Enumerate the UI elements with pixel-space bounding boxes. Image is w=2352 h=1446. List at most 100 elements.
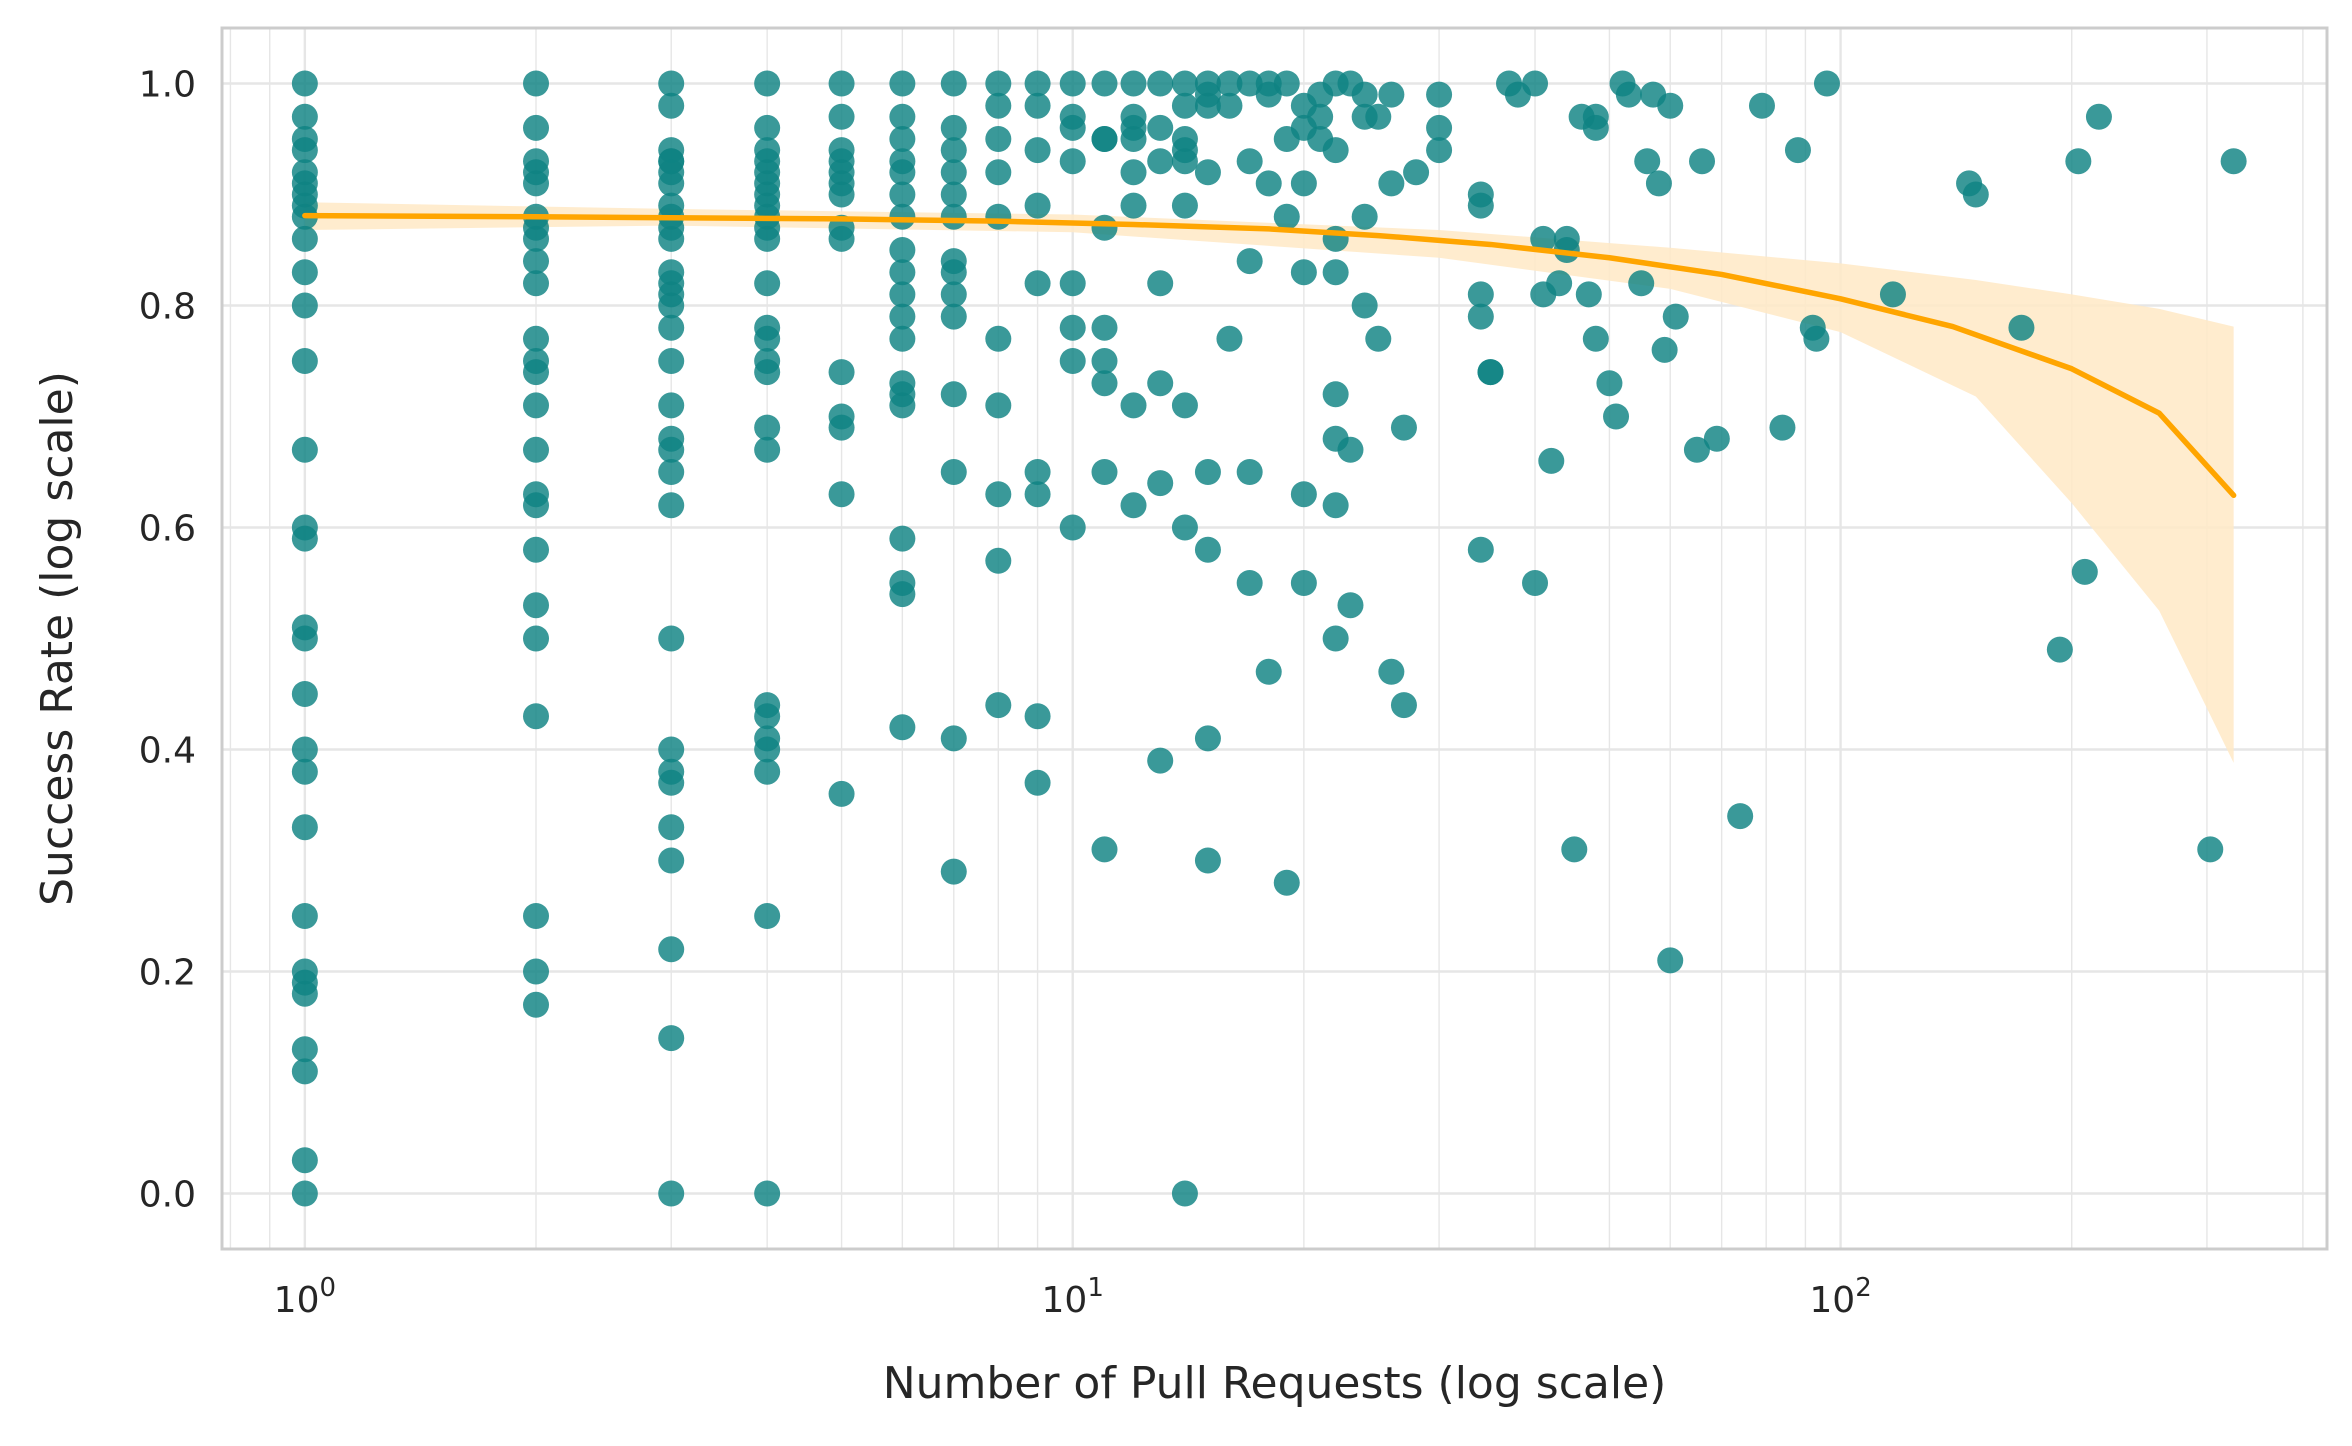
y-tick-label: 0.0 xyxy=(139,1175,196,1216)
data-point xyxy=(1290,259,1317,286)
data-point xyxy=(940,725,967,752)
data-point xyxy=(1147,747,1174,774)
data-point xyxy=(1582,325,1609,352)
data-point xyxy=(754,758,781,785)
data-point xyxy=(523,248,550,275)
data-point xyxy=(1091,348,1118,374)
y-tick-label: 0.8 xyxy=(139,287,196,328)
data-point xyxy=(985,547,1012,574)
data-point xyxy=(1769,414,1796,441)
data-point xyxy=(1171,392,1198,419)
data-point xyxy=(523,958,550,985)
data-point xyxy=(523,492,550,519)
data-point xyxy=(754,359,781,386)
data-point xyxy=(940,159,967,186)
data-point xyxy=(1236,570,1263,596)
data-point xyxy=(985,159,1012,186)
data-point xyxy=(2065,148,2092,175)
data-point xyxy=(940,70,967,97)
data-point xyxy=(1530,225,1557,252)
data-point xyxy=(940,303,967,330)
data-point xyxy=(523,436,550,463)
data-point xyxy=(1322,137,1349,164)
data-point xyxy=(1467,303,1494,330)
data-point xyxy=(1703,425,1730,452)
data-point xyxy=(1403,159,1430,186)
data-point xyxy=(940,114,967,141)
x-tick-label: 100 xyxy=(274,1273,336,1321)
data-point xyxy=(1634,148,1661,175)
data-point xyxy=(1337,436,1364,463)
data-point xyxy=(1024,459,1051,485)
data-point xyxy=(889,392,916,419)
data-point xyxy=(1538,447,1565,474)
data-point xyxy=(1147,470,1174,497)
data-point xyxy=(1390,414,1417,441)
data-point xyxy=(2008,314,2035,341)
data-point xyxy=(889,303,916,330)
data-point xyxy=(1351,292,1378,319)
data-point xyxy=(1467,192,1494,219)
data-point xyxy=(1255,170,1282,197)
data-point xyxy=(985,481,1012,508)
data-point xyxy=(658,736,685,763)
data-point xyxy=(1059,70,1086,97)
data-point xyxy=(1194,459,1221,485)
data-point xyxy=(1091,126,1118,152)
data-point xyxy=(754,114,781,141)
data-point xyxy=(658,936,685,963)
axis-ticks: 0.0 0.2 0.4 0.6 0.8 1.0 100 101 102 xyxy=(139,65,1872,1322)
data-point xyxy=(889,103,916,130)
data-point xyxy=(1322,381,1349,408)
data-point xyxy=(828,181,855,208)
fit-line xyxy=(302,212,2237,499)
data-point xyxy=(1171,92,1198,119)
data-point xyxy=(828,481,855,508)
data-point xyxy=(1024,92,1051,119)
data-point xyxy=(828,414,855,441)
data-point xyxy=(1657,947,1684,974)
data-point xyxy=(1091,370,1118,397)
data-point xyxy=(523,703,550,730)
data-point xyxy=(940,281,967,308)
data-point xyxy=(985,692,1012,719)
data-point xyxy=(828,103,855,130)
y-tick-label: 1.0 xyxy=(139,65,196,106)
plot-frame xyxy=(220,26,2329,1251)
data-point xyxy=(1255,658,1282,685)
data-point xyxy=(1194,725,1221,752)
data-point xyxy=(754,903,781,929)
data-point xyxy=(889,237,916,263)
data-point xyxy=(889,181,916,208)
data-point xyxy=(1024,270,1051,297)
data-point xyxy=(523,592,550,619)
data-point xyxy=(828,225,855,252)
data-point xyxy=(1059,514,1086,541)
data-point xyxy=(1147,70,1174,97)
data-point xyxy=(291,436,318,463)
data-point xyxy=(889,281,916,308)
data-point xyxy=(2046,636,2073,663)
data-point xyxy=(658,1025,685,1052)
data-point xyxy=(754,70,781,97)
data-point xyxy=(1147,114,1174,141)
data-point xyxy=(291,525,318,552)
data-point xyxy=(1553,237,1580,263)
data-point xyxy=(1290,570,1317,596)
data-point xyxy=(1322,625,1349,652)
data-point xyxy=(658,847,685,874)
data-point xyxy=(889,714,916,741)
data-point xyxy=(1147,148,1174,175)
data-point xyxy=(1120,114,1147,141)
data-point xyxy=(1651,336,1678,363)
data-point xyxy=(1803,325,1830,352)
data-point xyxy=(889,159,916,186)
data-point xyxy=(523,903,550,929)
y-axis-label: Success Rate (log scale) xyxy=(32,371,83,906)
data-point xyxy=(1024,769,1051,796)
data-point xyxy=(1378,170,1405,197)
data-point xyxy=(1378,658,1405,685)
data-point xyxy=(985,203,1012,230)
